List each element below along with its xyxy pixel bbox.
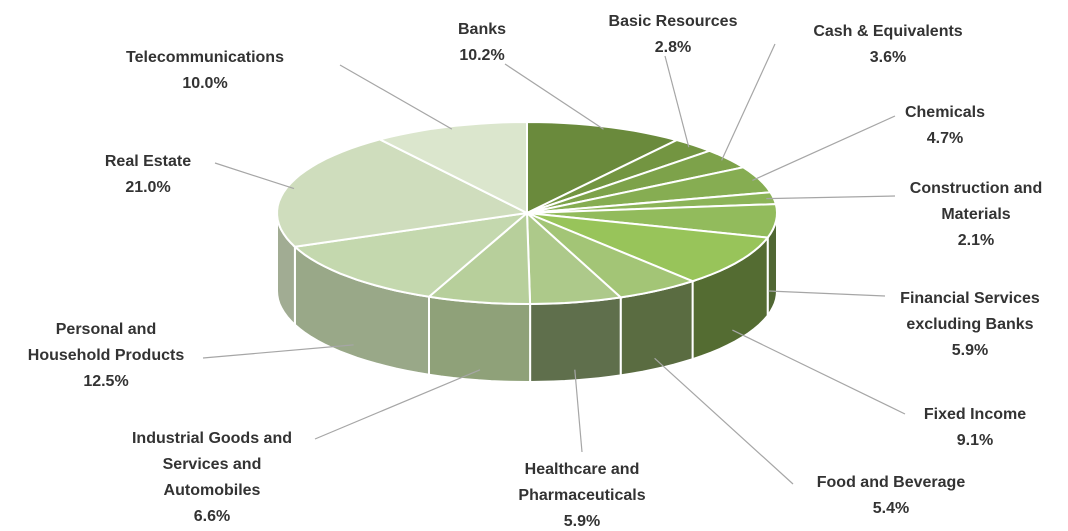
slice-label: Food and Beverage 5.4% xyxy=(817,474,966,517)
slice-value-label: 10.0% xyxy=(182,75,227,92)
slice-label-text: Chemicals xyxy=(905,104,985,121)
slice-label: Fixed Income 9.1% xyxy=(924,406,1026,449)
slice-label-text: Telecommunications xyxy=(126,49,284,66)
leader-line xyxy=(314,369,481,440)
slice-labels: Banks 10.2% Basic Resources 2.8% Cash & Equi… xyxy=(28,13,1042,530)
leader-lines xyxy=(202,43,906,485)
slice-value-label: 5.9% xyxy=(564,513,600,530)
slice-label: Personal and Household Products 12.5% xyxy=(28,321,185,390)
slice-label: Healthcare and Pharmaceuticals 5.9% xyxy=(518,461,645,530)
slice-label: Cash & Equivalents 3.6% xyxy=(813,23,962,66)
slice-label-text: Real Estate xyxy=(105,153,191,170)
slice-value-label: 5.9% xyxy=(952,342,988,359)
leader-line xyxy=(654,357,794,485)
slice-label-text: Services and xyxy=(163,456,262,473)
pie-slice-industrial-goods-and-services-and-automobiles xyxy=(426,210,532,306)
leader-line xyxy=(721,43,776,161)
slice-label-text: Banks xyxy=(458,21,506,38)
pie-slice-personal-and-household-products xyxy=(292,211,531,298)
slice-value-label: 9.1% xyxy=(957,432,993,449)
slice-label-text: Industrial Goods and xyxy=(132,430,292,447)
slice-value-label: 5.4% xyxy=(873,500,909,517)
slice-label: Telecommunications 10.0% xyxy=(126,49,284,92)
slice-label: Real Estate 21.0% xyxy=(105,153,191,196)
pie-side-9 xyxy=(529,296,622,384)
slice-value-label: 10.2% xyxy=(459,47,504,64)
slice-label: Industrial Goods and Services and Automobi… xyxy=(132,430,292,525)
pie-slice-telecommunications xyxy=(376,120,528,215)
slice-label: Construction and Materials 2.1% xyxy=(910,180,1042,249)
slice-label-text: Fixed Income xyxy=(924,406,1026,423)
pie-slice-chemicals xyxy=(526,166,773,214)
slice-label-text: Pharmaceuticals xyxy=(518,487,645,504)
pie-slices xyxy=(276,120,779,306)
leader-line xyxy=(768,290,886,297)
leader-line xyxy=(766,195,896,200)
slice-value-label: 6.6% xyxy=(194,508,230,525)
slice-label-text: excluding Banks xyxy=(906,316,1033,333)
slice-value-label: 21.0% xyxy=(125,179,170,196)
slice-value-label: 3.6% xyxy=(870,49,906,66)
slice-label-text: Food and Beverage xyxy=(817,474,966,491)
slice-label-text: Basic Resources xyxy=(609,13,738,30)
leader-line xyxy=(339,64,453,130)
pie-side-10 xyxy=(428,295,532,384)
slice-value-label: 12.5% xyxy=(83,373,128,390)
slice-value-label: 2.8% xyxy=(655,39,691,56)
slice-label-text: Financial Services xyxy=(900,290,1040,307)
slice-label-text: Materials xyxy=(941,206,1010,223)
leader-line xyxy=(504,63,604,130)
slice-label: Basic Resources 2.8% xyxy=(609,13,738,56)
slice-label: Financial Services excluding Banks 5.9% xyxy=(900,290,1040,359)
slice-label-text: Personal and xyxy=(56,321,156,338)
pie-slice-financial-services-excluding-banks xyxy=(526,203,779,239)
pie-slice-healthcare-and-pharmaceuticals xyxy=(525,210,623,306)
slice-label-text: Construction and xyxy=(910,180,1042,197)
pie-slice-fixed-income xyxy=(526,212,770,283)
leader-line xyxy=(732,329,906,415)
slice-label: Banks 10.2% xyxy=(458,21,506,64)
leader-line xyxy=(202,344,354,359)
slice-value-label: 2.1% xyxy=(958,232,994,249)
slice-label-text: Household Products xyxy=(28,347,185,364)
slice-label: Chemicals 4.7% xyxy=(905,104,985,147)
leader-line xyxy=(664,55,690,148)
pie-slice-banks xyxy=(526,120,680,215)
slice-label-text: Cash & Equivalents xyxy=(813,23,962,40)
pie-sides xyxy=(276,212,778,384)
slice-label-text: Automobiles xyxy=(164,482,261,499)
slice-value-label: 4.7% xyxy=(927,130,963,147)
slice-label-text: Healthcare and xyxy=(525,461,640,478)
leader-line xyxy=(752,115,896,181)
leader-line xyxy=(214,162,295,190)
pie-slice-real-estate xyxy=(276,138,531,248)
pie-slice-food-and-beverage xyxy=(526,212,696,299)
leader-line xyxy=(574,369,583,453)
